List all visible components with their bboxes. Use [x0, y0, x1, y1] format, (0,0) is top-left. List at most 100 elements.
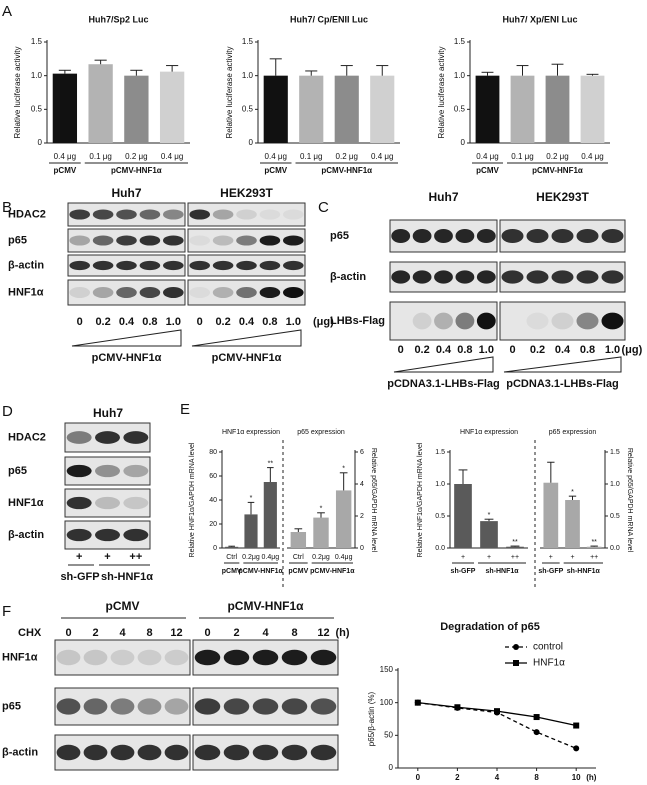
y-tick-label: 1.0: [242, 71, 254, 80]
band: [576, 270, 599, 284]
band: [281, 698, 308, 715]
band: [116, 287, 137, 298]
band: [212, 209, 234, 220]
band: [116, 260, 137, 271]
band: [95, 431, 120, 444]
bar: [88, 64, 113, 143]
band: [194, 649, 221, 666]
marker: [573, 745, 580, 752]
y-tick-label: 0.0: [435, 545, 445, 552]
dose-label: 0: [77, 316, 83, 328]
bar: [586, 546, 602, 548]
dose-label: 0.4: [555, 344, 571, 356]
x-tick-label: 0.4 μg: [161, 152, 183, 161]
x-unit: (h): [586, 773, 597, 782]
dose-label: 1.0: [286, 316, 301, 328]
y-tick-label: 0: [213, 545, 217, 552]
band: [110, 744, 135, 761]
group-label: pCMV: [106, 599, 140, 613]
dose-label: 0: [197, 316, 203, 328]
error-bar: [267, 467, 274, 482]
dose-label: 0.8: [142, 316, 157, 328]
band: [66, 496, 92, 510]
plasmid-label: pCDNA3.1-LHBs-Flag: [387, 378, 499, 390]
band: [164, 744, 189, 761]
protein-label: β-actin: [330, 271, 366, 283]
time-label: 2: [233, 627, 239, 639]
significance: **: [512, 539, 518, 546]
time-label: 8: [146, 627, 152, 639]
dose-label: 0.8: [457, 344, 472, 356]
bar: [580, 75, 605, 143]
band: [139, 235, 161, 246]
band: [123, 528, 149, 542]
x-tick-label: Ctrl: [226, 554, 237, 561]
x-tick-label: 0.1 μg: [89, 152, 111, 161]
band: [110, 649, 135, 666]
band: [189, 260, 210, 271]
bar: [543, 482, 559, 548]
plasmid-label: pCMV-HNF1α: [92, 352, 162, 364]
dose-wedge: [71, 329, 182, 347]
band: [139, 209, 161, 220]
y-axis-label: Relative HNF1α/GAPDH mRNA level: [417, 442, 424, 557]
band: [259, 209, 281, 220]
x-tick-label: +: [570, 554, 574, 561]
band: [434, 228, 453, 244]
chart-title: Huh7/ Cp/ENII Luc: [290, 14, 368, 24]
y-axis-label: Relative luciferase activity: [13, 46, 22, 138]
band: [476, 312, 496, 330]
time-label: 12: [317, 627, 329, 639]
x-tick-label: +: [461, 554, 465, 561]
y-tick-label: 1.0: [31, 71, 43, 80]
dose-label: 0.4: [239, 316, 255, 328]
band: [576, 228, 599, 244]
band: [189, 235, 210, 246]
band: [116, 209, 137, 220]
protein-label: HNF1α: [8, 286, 44, 298]
lane-label: +: [104, 551, 110, 563]
error-bar: [481, 71, 494, 76]
dose-label: 1.0: [166, 316, 181, 328]
y-axis-label: Relative luciferase activity: [225, 46, 234, 138]
plasmid-label: pCMV-HNF1α: [212, 352, 282, 364]
band: [139, 260, 161, 271]
dose-label: 0.4: [436, 344, 452, 356]
bar: [263, 482, 277, 548]
bar: [545, 75, 570, 143]
bar: [454, 484, 472, 548]
significance: **: [268, 460, 274, 467]
band: [163, 260, 184, 271]
group-label: pCMV-HNF1α: [532, 166, 583, 175]
dose-wedge: [191, 329, 302, 347]
dose-label: 0.2: [414, 344, 429, 356]
band: [391, 270, 411, 284]
y-tick-label: 1.5: [242, 37, 254, 46]
error-bar: [516, 65, 529, 76]
significance: *: [342, 466, 345, 473]
y-tick-label: 0: [389, 763, 394, 772]
x-tick-label: 0.1 μg: [300, 152, 322, 161]
band: [116, 235, 137, 246]
y-tick-label: 0: [249, 138, 254, 147]
band: [576, 312, 599, 330]
band: [83, 698, 108, 715]
error-bar: [130, 69, 143, 76]
y-axis-label: Relative p65/GAPDH mRNA level: [626, 448, 633, 553]
marker: [533, 729, 540, 736]
band: [137, 744, 162, 761]
blot-strip: [187, 202, 306, 227]
error-bar: [339, 472, 348, 491]
band: [95, 528, 120, 542]
y-tick-label: 0.5: [435, 513, 445, 520]
y-tick-label: 1.0: [454, 71, 466, 80]
band: [434, 312, 453, 330]
band: [56, 744, 81, 761]
error-bar: [166, 65, 179, 72]
y-tick-label: 0.0: [610, 545, 620, 552]
band: [83, 649, 108, 666]
band: [259, 287, 281, 298]
panel-label: D: [2, 403, 13, 420]
band: [252, 744, 279, 761]
